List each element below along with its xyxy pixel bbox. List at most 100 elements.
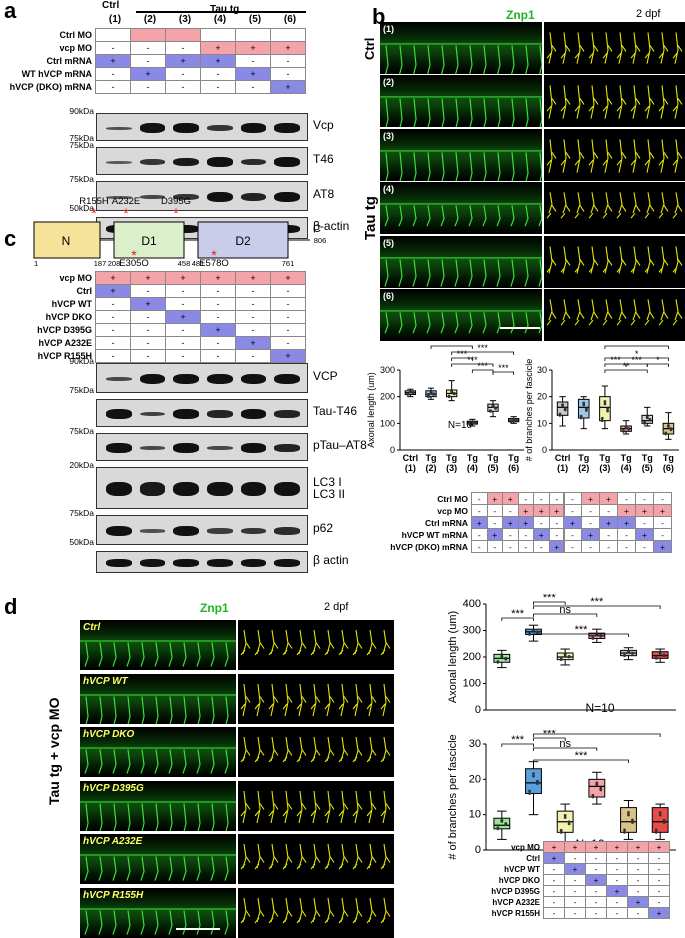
- data-point: [489, 409, 492, 413]
- tracing-stroke: [616, 299, 627, 326]
- box: [556, 401, 569, 416]
- x-tick-label: (2): [578, 463, 589, 473]
- table-cell: +: [165, 310, 201, 324]
- axon-stroke: [455, 152, 459, 181]
- table-cell: -: [95, 310, 131, 324]
- data-point: [606, 409, 609, 413]
- x-tick-label: Tg: [446, 453, 457, 463]
- data-point: [622, 429, 625, 433]
- blot-band: [173, 559, 199, 567]
- axon-stroke: [455, 45, 459, 74]
- tracing-image: [238, 888, 394, 938]
- table-cell: [235, 28, 271, 42]
- tracing-stroke: [324, 790, 335, 823]
- table-cell: -: [95, 297, 131, 311]
- image-label: (2): [383, 77, 394, 88]
- axon-stroke: [182, 642, 187, 667]
- table-cell: +: [648, 841, 670, 853]
- table-row: hVCP (DKO) mRNA - - - - - +: [356, 540, 565, 553]
- table-cell: -: [130, 284, 166, 298]
- data-point: [452, 391, 456, 395]
- axon-stroke: [140, 910, 145, 935]
- axon-stroke: [524, 312, 529, 334]
- tracing-stroke: [560, 85, 571, 120]
- table-cell: +: [502, 492, 519, 505]
- blot-name: VCP: [313, 369, 338, 383]
- table-cell: -: [165, 67, 201, 81]
- data-point: [528, 792, 531, 795]
- axon-stroke: [441, 45, 445, 74]
- table-cell: -: [270, 67, 306, 81]
- table-cell: -: [653, 528, 672, 541]
- sig-bracket: [533, 747, 598, 751]
- tracing-stroke: [574, 85, 585, 120]
- axon-stroke: [196, 910, 201, 935]
- table-cell: -: [585, 885, 607, 897]
- sig-bracket: [501, 617, 534, 621]
- axon-stroke: [384, 205, 389, 227]
- table-cell: -: [200, 310, 236, 324]
- image-label: hVCP D395G: [83, 782, 144, 794]
- data-point: [631, 818, 634, 822]
- y-axis-label: # of branches per fascicle: [447, 734, 459, 859]
- axon-stroke: [196, 642, 201, 667]
- y-tick-label: 10: [537, 418, 547, 428]
- table-row: vcp MO + + + + + +: [484, 841, 670, 853]
- table-cell: -: [130, 41, 166, 55]
- tracing-stroke: [254, 737, 265, 763]
- tracing-image: [238, 727, 394, 778]
- table-cell: -: [563, 540, 582, 553]
- blot-strip: [96, 551, 308, 573]
- sig-bracket: [533, 605, 661, 609]
- table-cell: +: [270, 41, 306, 55]
- blot-name: AT8: [313, 187, 335, 201]
- row-label: hVCP A232E: [492, 897, 540, 907]
- data-point: [595, 781, 599, 785]
- data-point: [514, 418, 518, 422]
- ctrl-header: Ctrl: [102, 0, 120, 11]
- axon-stroke: [426, 205, 431, 227]
- row-label: Ctrl: [76, 286, 93, 296]
- table-cell: +: [606, 885, 628, 897]
- tracing-stroke: [254, 683, 265, 716]
- table-cell: -: [585, 907, 607, 919]
- sig-bracket: [492, 371, 515, 375]
- axon-stroke: [127, 803, 131, 831]
- domain-n: [33, 221, 101, 259]
- x-tick-label: (6): [663, 463, 674, 473]
- sig-label: ns: [559, 738, 571, 750]
- table-cell: -: [270, 323, 306, 337]
- table-cell: -: [635, 492, 654, 505]
- axon-stroke: [440, 312, 445, 334]
- table-cell: -: [648, 874, 670, 886]
- axon-stroke: [412, 205, 417, 227]
- znp1-image: (2): [380, 75, 542, 128]
- axon-stroke: [99, 803, 103, 831]
- lane-number: (2): [143, 14, 157, 25]
- table-cell: -: [235, 323, 271, 337]
- table-cell: +: [585, 841, 607, 853]
- axon-stroke: [538, 258, 542, 287]
- tracing-stroke: [658, 299, 669, 326]
- blot-band: [240, 123, 267, 133]
- table-row: WT hVCP mRNA - + - - + -: [4, 67, 306, 81]
- tracing-stroke: [602, 85, 613, 120]
- blot-band: [173, 481, 199, 497]
- data-point: [406, 392, 410, 396]
- image-label: hVCP DKO: [83, 729, 135, 741]
- data-point: [627, 811, 630, 814]
- data-point: [658, 811, 662, 814]
- tracing-stroke: [588, 245, 599, 274]
- row-label: hVCP A232E: [38, 338, 92, 348]
- table-cell: +: [617, 504, 636, 517]
- table-cell: -: [471, 528, 488, 541]
- data-point: [491, 404, 495, 407]
- tracing-stroke: [366, 737, 377, 763]
- table-cell: -: [200, 80, 236, 94]
- mutation-star: *: [173, 205, 179, 221]
- tracing-stroke: [296, 844, 307, 870]
- table-cell: +: [517, 516, 534, 529]
- tracing-stroke: [240, 897, 251, 924]
- axon-stroke: [168, 749, 173, 774]
- table-cell: -: [648, 863, 670, 875]
